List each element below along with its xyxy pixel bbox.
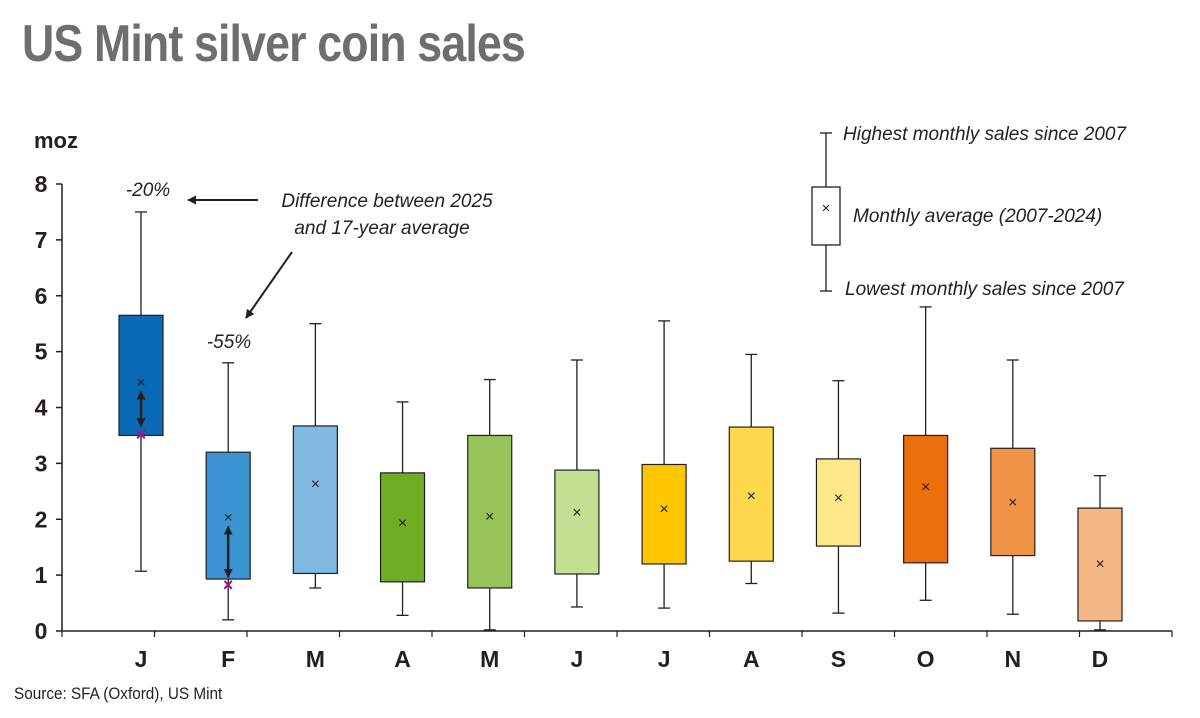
average-marker: × (398, 515, 407, 532)
axes: 0 1 2 3 4 5 6 7 8 (35, 171, 1173, 644)
box-rect (641, 463, 687, 565)
boxes: ××J××F×M×A×M×J×J×A×S×O×N×D (118, 211, 1123, 672)
average-marker: × (485, 508, 494, 525)
y-tick-label: 2 (35, 506, 48, 532)
y-tick-label: 1 (35, 562, 48, 588)
box-9: ×O (903, 306, 949, 672)
average-marker: × (747, 488, 756, 505)
legend: × Highest monthly sales since 2007 Month… (811, 124, 1127, 300)
annotation-jan-diff: -20% (126, 180, 170, 201)
annotation-arrow-feb (245, 251, 293, 319)
box-rect (467, 434, 513, 589)
box-7: ×A (728, 353, 774, 672)
annotation-feb-diff: -55% (207, 332, 251, 353)
box-3: ×A (379, 401, 426, 672)
box-rect (728, 426, 774, 562)
average-marker: × (1008, 494, 1017, 511)
box-rect (554, 469, 600, 575)
x-tick-label: A (743, 646, 760, 672)
y-tick-label: 3 (35, 450, 48, 476)
x-tick-label: M (480, 646, 499, 672)
source-note: Source: SFA (Oxford), US Mint (14, 684, 223, 703)
annotation-diff-line2: and 17-year average (294, 218, 469, 239)
box-rect (292, 425, 338, 575)
average-marker: × (572, 505, 581, 522)
marker-2025: × (223, 575, 234, 595)
average-marker: × (659, 501, 668, 518)
y-tick-label: 8 (35, 171, 48, 197)
x-tick-label: J (571, 646, 584, 672)
annotation-diff-line1: Difference between 2025 (281, 191, 493, 212)
box-2: ×M (292, 323, 338, 672)
y-tick-label: 6 (35, 283, 48, 309)
box-8: ×S (815, 380, 862, 672)
average-marker: × (1095, 556, 1104, 573)
x-tick-label: S (831, 646, 846, 672)
chart-title: US Mint silver coin sales (22, 15, 526, 73)
x-tick-label: A (394, 646, 411, 672)
y-axis-unit: moz (34, 128, 78, 153)
box-rect (1077, 507, 1123, 622)
legend-average-marker: × (822, 200, 831, 217)
average-marker: × (921, 479, 930, 496)
box-11: ×D (1077, 475, 1123, 672)
box-rect (118, 314, 164, 437)
x-tick-label: O (917, 646, 935, 672)
x-tick-label: N (1005, 646, 1022, 672)
x-tick-label: J (135, 646, 148, 672)
box-4: ×M (467, 378, 513, 672)
legend-high-label: Highest monthly sales since 2007 (843, 124, 1127, 145)
box-rect (990, 447, 1036, 557)
box-rect (903, 434, 949, 564)
box-5: ×J (554, 359, 600, 672)
y-tick-label: 5 (35, 339, 48, 365)
average-marker: × (311, 476, 320, 493)
annotations: -20% -55% Difference between 2025 and 17… (126, 180, 493, 353)
box-10: ×N (990, 359, 1036, 672)
average-marker: × (224, 510, 233, 527)
x-tick-label: F (221, 646, 235, 672)
average-marker: × (136, 374, 145, 391)
legend-box (811, 186, 841, 246)
x-tick-label: M (306, 646, 325, 672)
box-1: × × F (205, 362, 251, 672)
box-rect (815, 458, 862, 547)
x-tick-label: D (1092, 646, 1109, 672)
x-tick-label: J (658, 646, 671, 672)
box-rect (379, 472, 426, 583)
y-tick-label: 4 (35, 395, 48, 421)
box-0: × × J (118, 211, 164, 672)
legend-average-label: Monthly average (2007-2024) (853, 206, 1102, 227)
marker-2025: × (136, 424, 147, 444)
y-tick-label: 0 (35, 618, 48, 644)
average-marker: × (834, 490, 843, 507)
y-tick-label: 7 (35, 227, 48, 253)
box-6: ×J (641, 320, 687, 672)
legend-low-label: Lowest monthly sales since 2007 (845, 279, 1125, 300)
